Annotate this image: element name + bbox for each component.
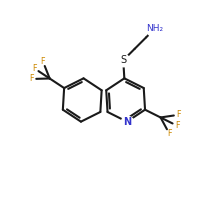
Text: N: N <box>123 117 131 127</box>
Text: F: F <box>41 57 45 66</box>
Text: NH₂: NH₂ <box>146 24 163 33</box>
Text: F: F <box>177 110 181 119</box>
Text: F: F <box>167 129 172 138</box>
Text: F: F <box>175 121 179 130</box>
Text: F: F <box>29 74 33 83</box>
Text: S: S <box>120 55 126 65</box>
Text: F: F <box>32 64 36 73</box>
